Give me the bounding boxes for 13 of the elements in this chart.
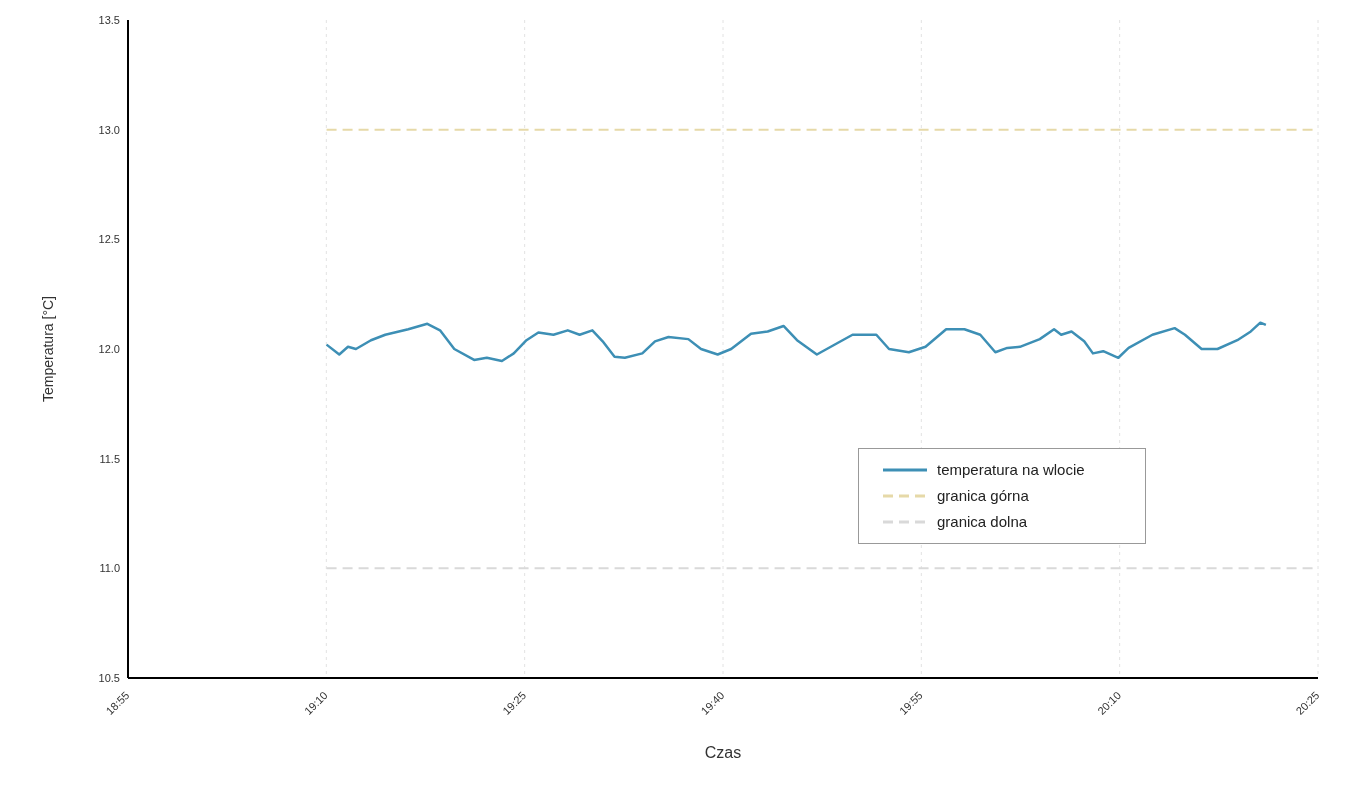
y-tick-label: 10.5 [98, 671, 120, 684]
legend-label: granica górna [937, 486, 1029, 506]
line-series [325, 321, 1268, 363]
y-tick-label: 11.0 [99, 562, 120, 575]
y-tick-label: 13.5 [98, 13, 120, 26]
y-tick-label: 12.5 [98, 233, 120, 246]
legend-label: granica dolna [937, 512, 1028, 532]
x-axis-title: Czas [704, 744, 742, 761]
y-axis-title: Temperatura [°C] [39, 296, 56, 402]
y-tick-label: 11.5 [99, 452, 120, 465]
y-tick-label: 13.0 [98, 123, 120, 136]
legend-label: temperatura na wlocie [937, 460, 1085, 480]
y-tick-label: 12.0 [98, 342, 120, 355]
